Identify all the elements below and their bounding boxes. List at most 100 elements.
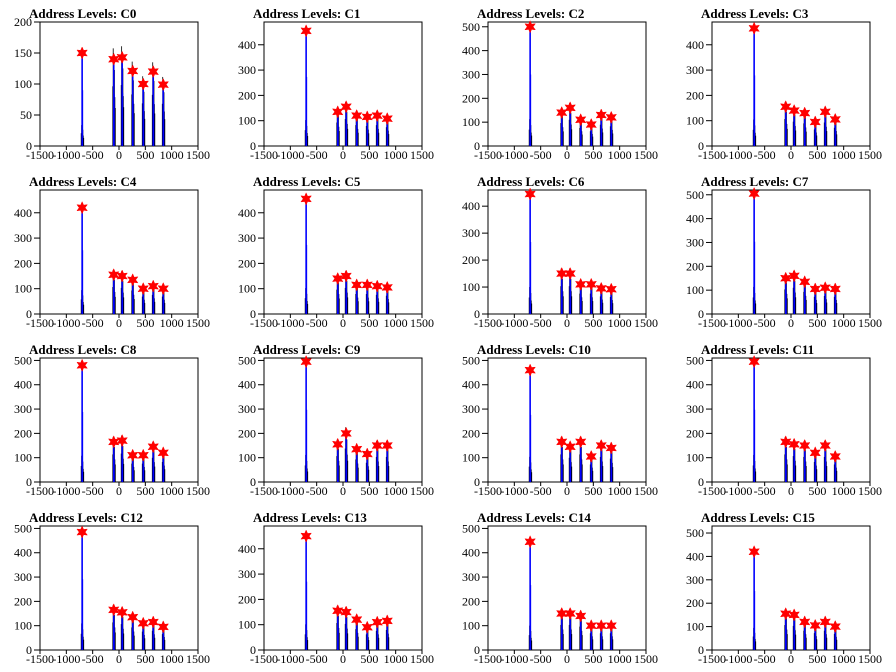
peak-marker <box>381 280 393 295</box>
x-tick-label: -1000 <box>276 484 304 498</box>
y-tick-label: 200 <box>686 88 704 102</box>
peak-marker <box>595 108 607 122</box>
y-tick-label: 400 <box>462 44 480 58</box>
y-tick-label: 300 <box>686 235 704 249</box>
panel-title: Address Levels: C15 <box>701 510 815 525</box>
peak-marker <box>350 442 363 456</box>
x-tick-label: -500 <box>530 484 552 498</box>
plot-frame <box>711 357 871 483</box>
x-tick-label: -500 <box>82 484 104 498</box>
x-tick-label: -1500 <box>698 484 726 498</box>
y-tick-label: 400 <box>238 542 256 556</box>
peak-marker <box>524 187 536 201</box>
x-tick-label: -1500 <box>26 652 54 666</box>
histogram-spikes <box>752 193 838 314</box>
peak-marker <box>585 277 597 291</box>
x-tick-label: 500 <box>360 148 378 162</box>
peak-marker <box>595 438 607 453</box>
y-tick-label: 0 <box>698 643 704 657</box>
histogram-spikes <box>304 198 390 314</box>
y-tick-label: 0 <box>698 307 704 321</box>
histogram-spikes <box>304 536 390 650</box>
peak-marker <box>137 77 149 91</box>
peak-marker <box>788 608 800 622</box>
x-tick-label: -1500 <box>26 316 54 330</box>
panel-title: Address Levels: C4 <box>29 174 137 189</box>
chart-panel-c1: Address Levels: C1 0 100 200 300 400 -1500-100… <box>238 6 434 162</box>
peak-marker <box>585 449 597 464</box>
peak-marker <box>798 438 811 453</box>
peak-marker <box>574 609 587 623</box>
y-tick-label: 0 <box>250 307 256 321</box>
y-tick-label: 300 <box>238 402 256 416</box>
peak-marker <box>829 112 841 127</box>
peak-marker <box>147 64 159 79</box>
y-tick-label: 0 <box>250 475 256 489</box>
peak-marker <box>574 113 587 127</box>
plot-frame <box>487 357 647 483</box>
x-tick-label: 0 <box>564 652 570 666</box>
x-tick-label: 1500 <box>410 484 434 498</box>
x-tick-label: 0 <box>788 652 794 666</box>
y-tick-label: 300 <box>686 573 704 587</box>
chart-panel-c6: Address Levels: C6 0 100 200 300 400 -1500-100… <box>462 174 658 330</box>
x-tick-label: 1500 <box>858 148 882 162</box>
peak-marker <box>788 103 800 118</box>
peak-marker <box>147 279 159 293</box>
peak-marker <box>361 110 373 124</box>
panel-title: Address Levels: C3 <box>701 6 809 21</box>
plot-frame <box>39 525 199 651</box>
plot-frame <box>711 189 871 315</box>
x-tick-label: -1000 <box>500 148 528 162</box>
y-tick-label: 100 <box>686 620 704 634</box>
y-tick-label: 300 <box>238 63 256 77</box>
y-tick-label: 200 <box>462 426 480 440</box>
peak-marker <box>381 614 393 628</box>
x-tick-label: 0 <box>116 484 122 498</box>
x-tick-label: 1000 <box>384 484 408 498</box>
x-tick-label: 500 <box>808 316 826 330</box>
plot-frame <box>487 189 647 315</box>
x-tick-label: -500 <box>754 652 776 666</box>
x-tick-label: -500 <box>754 148 776 162</box>
peak-marker <box>300 529 312 543</box>
y-tick-label: 0 <box>250 139 256 153</box>
peak-marker <box>300 355 312 369</box>
y-tick-label: 400 <box>238 378 256 392</box>
x-tick-label: 0 <box>116 148 122 162</box>
chart-panel-c7: Address Levels: C70100200300400500-1500-… <box>686 174 882 330</box>
y-tick-label: 150 <box>14 46 32 60</box>
histogram-spikes <box>80 532 166 650</box>
y-tick-label: 400 <box>14 206 32 220</box>
x-tick-label: 500 <box>136 316 154 330</box>
y-tick-label: 400 <box>462 546 480 560</box>
panel-title: Address Levels: C13 <box>253 510 367 525</box>
peak-marker <box>556 606 568 621</box>
peak-marker <box>147 440 159 454</box>
peak-marker <box>126 64 139 78</box>
histogram-spikes <box>80 46 166 146</box>
peak-marker <box>371 109 383 123</box>
peak-marker <box>809 115 821 129</box>
histogram-spikes <box>752 551 838 650</box>
peak-marker <box>332 105 344 119</box>
peak-marker <box>819 438 831 453</box>
y-tick-label: 500 <box>686 353 704 367</box>
peak-marker <box>381 112 393 126</box>
x-tick-label: 1500 <box>410 316 434 330</box>
peak-marker <box>605 110 617 124</box>
peak-marker <box>147 615 159 629</box>
x-tick-label: 500 <box>808 484 826 498</box>
peak-marker <box>829 449 841 464</box>
plot-frame <box>263 357 423 483</box>
chart-panel-c5: Address Levels: C5 0 100 200 300 400 -1500-100… <box>238 174 434 330</box>
x-tick-label: -1500 <box>250 484 278 498</box>
x-tick-label: 500 <box>136 484 154 498</box>
y-tick-label: 200 <box>238 256 256 270</box>
x-tick-label: -500 <box>754 316 776 330</box>
x-tick-label: 0 <box>340 652 346 666</box>
x-tick-label: 1500 <box>186 148 210 162</box>
plot-frame <box>39 21 199 147</box>
y-tick-label: 100 <box>238 114 256 128</box>
x-tick-label: 1500 <box>410 148 434 162</box>
